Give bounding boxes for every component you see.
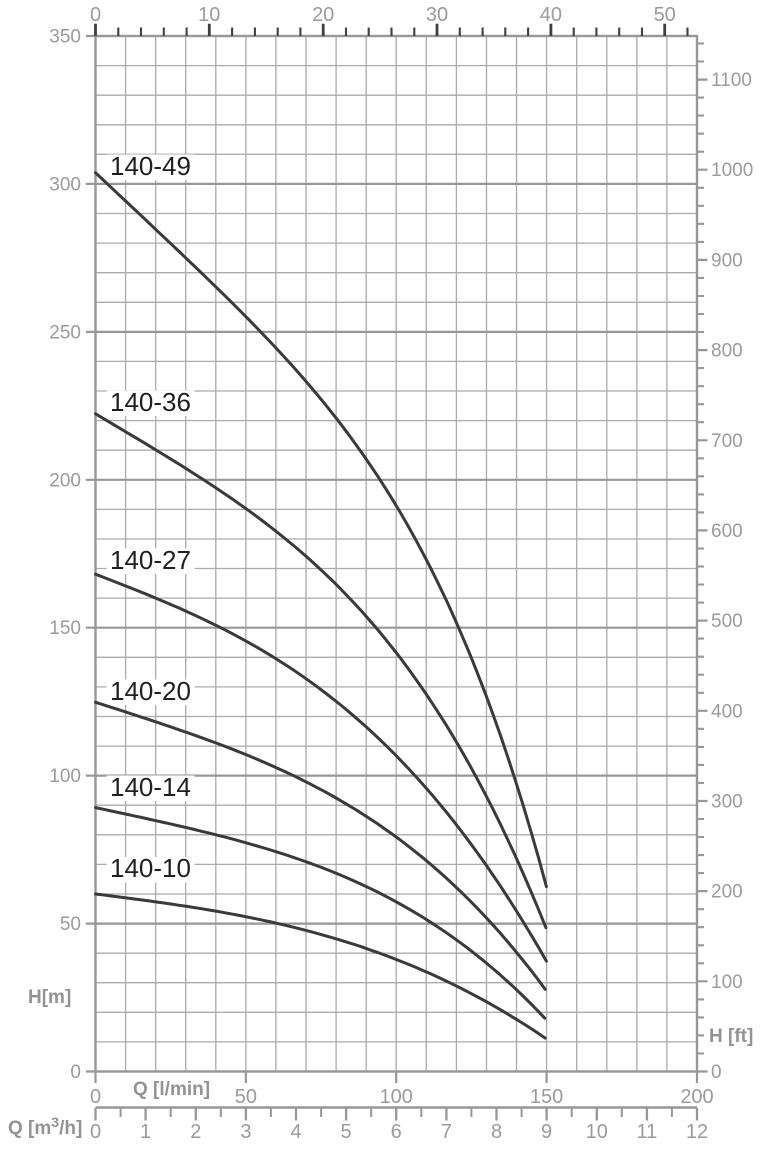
svg-text:300: 300	[711, 792, 743, 813]
svg-text:50: 50	[60, 914, 81, 935]
svg-text:3: 3	[240, 1121, 251, 1143]
svg-text:Q [m3/h]: Q [m3/h]	[8, 1114, 82, 1139]
svg-text:140-14: 140-14	[110, 772, 191, 802]
svg-text:200: 200	[680, 1086, 713, 1108]
svg-text:100: 100	[711, 972, 743, 993]
svg-text:100: 100	[380, 1086, 413, 1108]
svg-text:40: 40	[540, 4, 562, 26]
svg-text:H [ft]: H [ft]	[709, 1026, 753, 1047]
svg-text:800: 800	[711, 341, 743, 362]
svg-text:1: 1	[140, 1121, 151, 1143]
svg-text:11: 11	[637, 1121, 658, 1143]
svg-text:4: 4	[290, 1121, 301, 1143]
svg-text:1000: 1000	[711, 160, 753, 181]
svg-text:10: 10	[198, 4, 220, 26]
svg-text:0: 0	[711, 1062, 722, 1083]
svg-text:150: 150	[530, 1086, 563, 1108]
svg-text:50: 50	[654, 4, 676, 26]
svg-text:1100: 1100	[711, 70, 752, 91]
svg-text:H[m]: H[m]	[28, 987, 71, 1008]
svg-text:140-27: 140-27	[110, 545, 191, 575]
svg-text:0: 0	[90, 1121, 101, 1143]
svg-text:400: 400	[711, 701, 743, 722]
svg-text:50: 50	[235, 1086, 257, 1108]
svg-text:600: 600	[711, 521, 743, 542]
svg-text:140-20: 140-20	[110, 676, 191, 706]
svg-text:140-10: 140-10	[110, 853, 191, 883]
svg-text:6: 6	[391, 1121, 402, 1143]
svg-text:250: 250	[49, 322, 81, 343]
svg-text:200: 200	[711, 882, 743, 903]
svg-text:2: 2	[190, 1121, 201, 1143]
svg-text:0: 0	[90, 1086, 101, 1108]
svg-text:150: 150	[49, 618, 81, 639]
svg-text:140-36: 140-36	[110, 387, 191, 417]
svg-text:0: 0	[70, 1062, 81, 1083]
svg-text:30: 30	[426, 4, 448, 26]
svg-text:350: 350	[49, 27, 81, 48]
svg-text:5: 5	[341, 1121, 352, 1143]
svg-text:7: 7	[441, 1121, 452, 1143]
svg-text:0: 0	[90, 4, 101, 26]
svg-text:20: 20	[312, 4, 334, 26]
svg-text:900: 900	[711, 250, 743, 271]
svg-text:10: 10	[586, 1121, 608, 1143]
svg-text:140-49: 140-49	[110, 151, 191, 181]
svg-text:9: 9	[541, 1121, 552, 1143]
svg-text:300: 300	[49, 174, 81, 195]
svg-text:12: 12	[686, 1121, 708, 1143]
svg-text:200: 200	[49, 470, 81, 491]
svg-text:8: 8	[491, 1121, 502, 1143]
svg-text:700: 700	[711, 431, 743, 452]
svg-text:500: 500	[711, 611, 743, 632]
svg-text:Q [l/min]: Q [l/min]	[133, 1079, 210, 1100]
svg-text:100: 100	[49, 766, 81, 787]
